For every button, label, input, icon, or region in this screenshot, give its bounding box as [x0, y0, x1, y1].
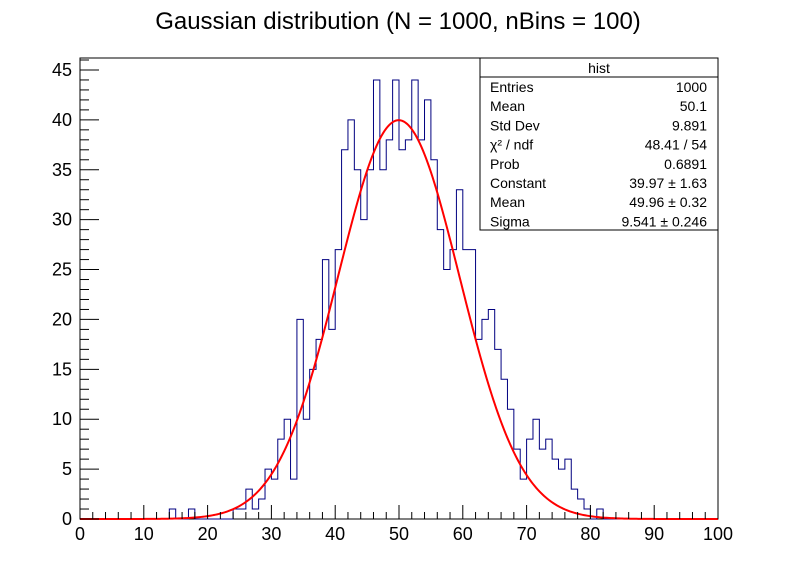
histogram-bin — [578, 499, 584, 519]
stats-row-label: Mean — [490, 98, 525, 114]
stats-row-label: χ² / ndf — [490, 137, 533, 153]
x-tick-label: 40 — [325, 524, 345, 544]
x-tick-label: 50 — [389, 524, 409, 544]
histogram-bin — [252, 509, 258, 519]
histogram-bin — [259, 499, 265, 519]
histogram-bin — [405, 140, 411, 519]
histogram-series — [80, 79, 718, 520]
histogram-bin — [546, 439, 552, 519]
histogram-bin — [316, 339, 322, 519]
histogram-bin — [431, 160, 437, 519]
histogram-bin — [367, 170, 373, 519]
histogram-bin — [520, 479, 526, 519]
histogram-bin — [322, 260, 328, 519]
histogram-bin — [284, 419, 290, 519]
histogram-bin — [488, 309, 494, 519]
histogram-bin — [329, 329, 335, 519]
histogram-bin — [476, 339, 482, 519]
stats-box: hist Entries 1000 Mean 50.1 Std Dev 9.891 χ² /… — [479, 57, 719, 231]
stats-row-value: 50.1 — [680, 98, 707, 114]
stats-row-label: Mean — [490, 194, 525, 210]
x-tick-label: 0 — [75, 524, 85, 544]
histogram-bin — [444, 270, 450, 519]
y-tick-label: 5 — [62, 459, 72, 479]
stats-rows: Entries 1000 Mean 50.1 Std Dev 9.891 χ² / ndf 4… — [490, 79, 707, 229]
histogram-bin — [246, 489, 252, 519]
histogram-bin — [482, 319, 488, 519]
x-tick-label: 90 — [644, 524, 664, 544]
histogram-bin — [418, 140, 424, 519]
fit-curve-group — [80, 119, 718, 520]
x-tick-label: 60 — [453, 524, 473, 544]
stats-row-value: 49.96 ± 0.32 — [629, 194, 707, 210]
stats-row-label: Sigma — [490, 213, 530, 229]
y-tick-label: 10 — [52, 409, 72, 429]
histogram-outline — [80, 79, 718, 520]
histogram-bin — [386, 140, 392, 519]
y-tick-label: 45 — [52, 60, 72, 80]
y-tick-label: 25 — [52, 260, 72, 280]
histogram-bin — [342, 150, 348, 519]
histogram-bin — [399, 150, 405, 519]
histogram-bin — [393, 80, 399, 519]
y-tick-label: 30 — [52, 210, 72, 230]
x-tick-label: 100 — [703, 524, 733, 544]
stats-row-value: 1000 — [676, 79, 707, 95]
x-tick-label: 30 — [261, 524, 281, 544]
histogram-bin — [348, 120, 354, 519]
histogram-bin — [456, 190, 462, 519]
histogram-bin — [310, 369, 316, 519]
histogram-bin — [412, 80, 418, 519]
histogram-bin — [240, 509, 246, 519]
histogram-bin — [303, 419, 309, 519]
histogram-bin — [291, 479, 297, 519]
stats-row-value: 0.6891 — [664, 156, 707, 172]
y-tick-label: 35 — [52, 160, 72, 180]
histogram-bin — [495, 349, 501, 519]
histogram-bin — [507, 409, 513, 519]
histogram-bin — [571, 489, 577, 519]
histogram-bin — [380, 170, 386, 519]
histogram-bin — [552, 459, 558, 519]
x-tick-label: 80 — [580, 524, 600, 544]
histogram-bin — [233, 509, 239, 519]
stats-row-value: 9.891 — [672, 117, 707, 133]
stats-row-label: Constant — [490, 175, 546, 191]
y-tick-label: 15 — [52, 359, 72, 379]
histogram-bin — [501, 379, 507, 519]
stats-row-value: 48.41 / 54 — [645, 137, 707, 153]
histogram-bin — [584, 509, 590, 519]
histogram-bin — [271, 479, 277, 519]
stats-row-value: 39.97 ± 1.63 — [629, 175, 707, 191]
stats-header: hist — [588, 60, 610, 76]
histogram-bin — [469, 250, 475, 519]
x-tick-label: 20 — [198, 524, 218, 544]
stats-row-label: Std Dev — [490, 117, 540, 133]
histogram-bin — [533, 419, 539, 519]
histogram-bin — [437, 230, 443, 519]
histogram-bin — [335, 250, 341, 519]
x-tick-label: 70 — [517, 524, 537, 544]
y-tick-label: 40 — [52, 110, 72, 130]
histogram-bin — [354, 170, 360, 519]
stats-row-label: Prob — [490, 156, 520, 172]
chart-title: Gaussian distribution (N = 1000, nBins =… — [155, 8, 641, 35]
y-tick-label: 20 — [52, 309, 72, 329]
histogram-bin — [559, 469, 565, 519]
histogram-bin — [450, 250, 456, 519]
x-tick-label: 10 — [134, 524, 154, 544]
fit-curve — [80, 119, 718, 520]
y-tick-label: 0 — [62, 509, 72, 529]
histogram-bin — [361, 220, 367, 519]
histogram-bin — [169, 509, 175, 519]
histogram-bin — [539, 449, 545, 519]
stats-row-label: Entries — [490, 79, 534, 95]
stats-row-value: 9.541 ± 0.246 — [621, 213, 707, 229]
stats-box-frame — [479, 57, 719, 231]
